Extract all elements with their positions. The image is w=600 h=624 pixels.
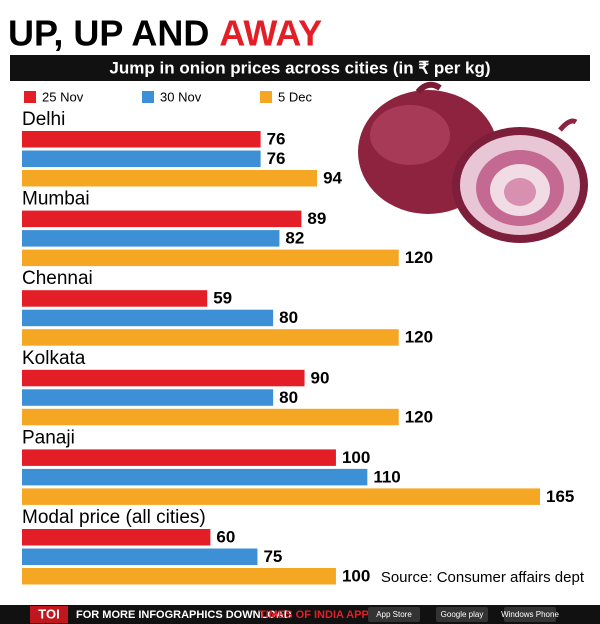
subtitle: Jump in onion prices across cities (in ₹… bbox=[109, 58, 490, 77]
legend-label: 25 Nov bbox=[42, 89, 84, 104]
legend-swatch bbox=[24, 91, 36, 103]
bar bbox=[22, 369, 305, 387]
bar bbox=[22, 210, 302, 228]
badge-label[interactable]: App Store bbox=[376, 610, 412, 619]
value-label: 100 bbox=[342, 566, 370, 585]
value-label: 90 bbox=[311, 368, 330, 387]
value-label: 75 bbox=[263, 547, 282, 566]
category-label: Kolkata bbox=[22, 348, 86, 369]
value-label: 59 bbox=[213, 289, 232, 308]
bar bbox=[22, 290, 208, 307]
title-accent: AWAY bbox=[219, 13, 322, 54]
badge-label[interactable]: Google play bbox=[441, 610, 484, 619]
bar bbox=[22, 568, 336, 585]
bar bbox=[22, 449, 336, 466]
category-label: Modal price (all cities) bbox=[22, 507, 206, 528]
subtitle-band bbox=[10, 55, 590, 81]
footer-app: TIMES OF INDIA APP bbox=[259, 609, 369, 621]
badge-label[interactable]: Windows Phone bbox=[501, 610, 559, 619]
value-label: 120 bbox=[405, 328, 433, 347]
value-label: 89 bbox=[307, 209, 326, 228]
bar bbox=[22, 230, 280, 247]
legend-swatch bbox=[260, 91, 272, 103]
bar bbox=[22, 150, 261, 167]
value-label: 82 bbox=[285, 229, 304, 248]
category-label: Delhi bbox=[22, 109, 65, 130]
category-label: Mumbai bbox=[22, 189, 90, 210]
bar bbox=[22, 309, 274, 327]
value-label: 100 bbox=[342, 448, 370, 467]
bar bbox=[22, 170, 318, 187]
bar bbox=[22, 408, 399, 426]
value-label: 80 bbox=[279, 388, 298, 407]
footer-text: FOR MORE INFOGRAPHICS DOWNLOAD bbox=[76, 609, 292, 621]
legend-swatch bbox=[142, 91, 154, 103]
legend-label: 30 Nov bbox=[160, 89, 202, 104]
value-label: 60 bbox=[216, 527, 235, 546]
value-label: 94 bbox=[323, 168, 342, 187]
footer-brand: TOI bbox=[38, 606, 59, 621]
bar bbox=[22, 548, 258, 565]
value-label: 110 bbox=[373, 467, 400, 486]
badge[interactable] bbox=[504, 607, 556, 622]
onion-illustration bbox=[358, 81, 588, 243]
value-label: 80 bbox=[279, 308, 298, 327]
category-label: Chennai bbox=[22, 268, 93, 289]
bar bbox=[22, 488, 540, 505]
bar bbox=[22, 529, 211, 546]
footer-logo bbox=[30, 606, 68, 623]
bar bbox=[22, 329, 399, 346]
value-label: 165 bbox=[546, 487, 574, 506]
source: Source: Consumer affairs dept bbox=[381, 569, 585, 586]
value-label: 120 bbox=[405, 407, 433, 426]
value-label: 76 bbox=[267, 129, 286, 148]
category-label: Panaji bbox=[22, 427, 75, 448]
bar bbox=[22, 131, 261, 148]
bar bbox=[22, 249, 399, 267]
value-label: 76 bbox=[267, 149, 286, 168]
badge[interactable] bbox=[436, 607, 488, 622]
bar bbox=[22, 468, 368, 486]
title: UP, UP AND bbox=[8, 13, 209, 54]
bar bbox=[22, 389, 274, 406]
value-label: 120 bbox=[405, 248, 433, 267]
badge[interactable] bbox=[368, 607, 420, 622]
legend-label: 5 Dec bbox=[278, 89, 312, 104]
